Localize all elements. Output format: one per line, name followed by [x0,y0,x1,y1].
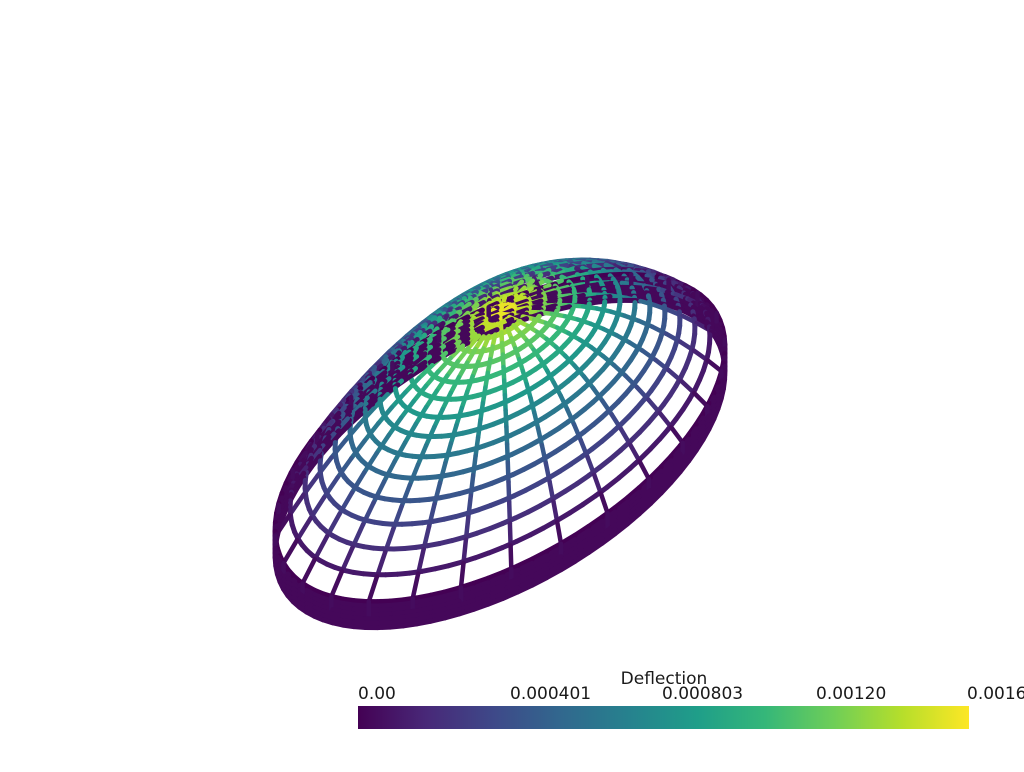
mesh-edge [483,388,486,404]
mesh-edge [511,546,512,569]
mesh-edge [440,463,445,483]
mesh-edge [462,392,468,408]
mesh-edge [369,576,377,601]
mesh-edge [303,559,315,583]
mesh-edge [640,461,649,479]
mesh-edge [331,572,342,597]
mesh-edge [671,427,682,442]
scalar-bar-tick-label: 0.000401 [510,684,591,704]
mesh-edge [284,540,298,563]
mesh-edge [413,574,419,599]
mesh-edge [451,377,459,393]
mesh-edge [601,494,608,514]
scalar-bar-tick-label: 0.000803 [662,684,743,704]
scalar-bar: Deflection 0.00 0.000401 0.000803 0.0012… [358,668,970,732]
mesh-edge [557,522,561,544]
mesh-edge [402,485,410,506]
mesh-edge [473,456,475,476]
mesh-edge [694,393,707,406]
mesh-edge [435,483,441,504]
colorbar-gradient [358,706,969,729]
scalar-bar-tick-label: 0.00120 [816,684,886,704]
mesh-edge [507,444,508,462]
scalar-bar-tick-label: 0.0016 [967,684,1024,704]
scalar-bar-tick-label: 0.00 [358,684,396,704]
mesh-edge [461,563,464,587]
mesh-edge [467,376,472,391]
mesh-edge [410,465,418,485]
mesh-edge [505,395,506,410]
